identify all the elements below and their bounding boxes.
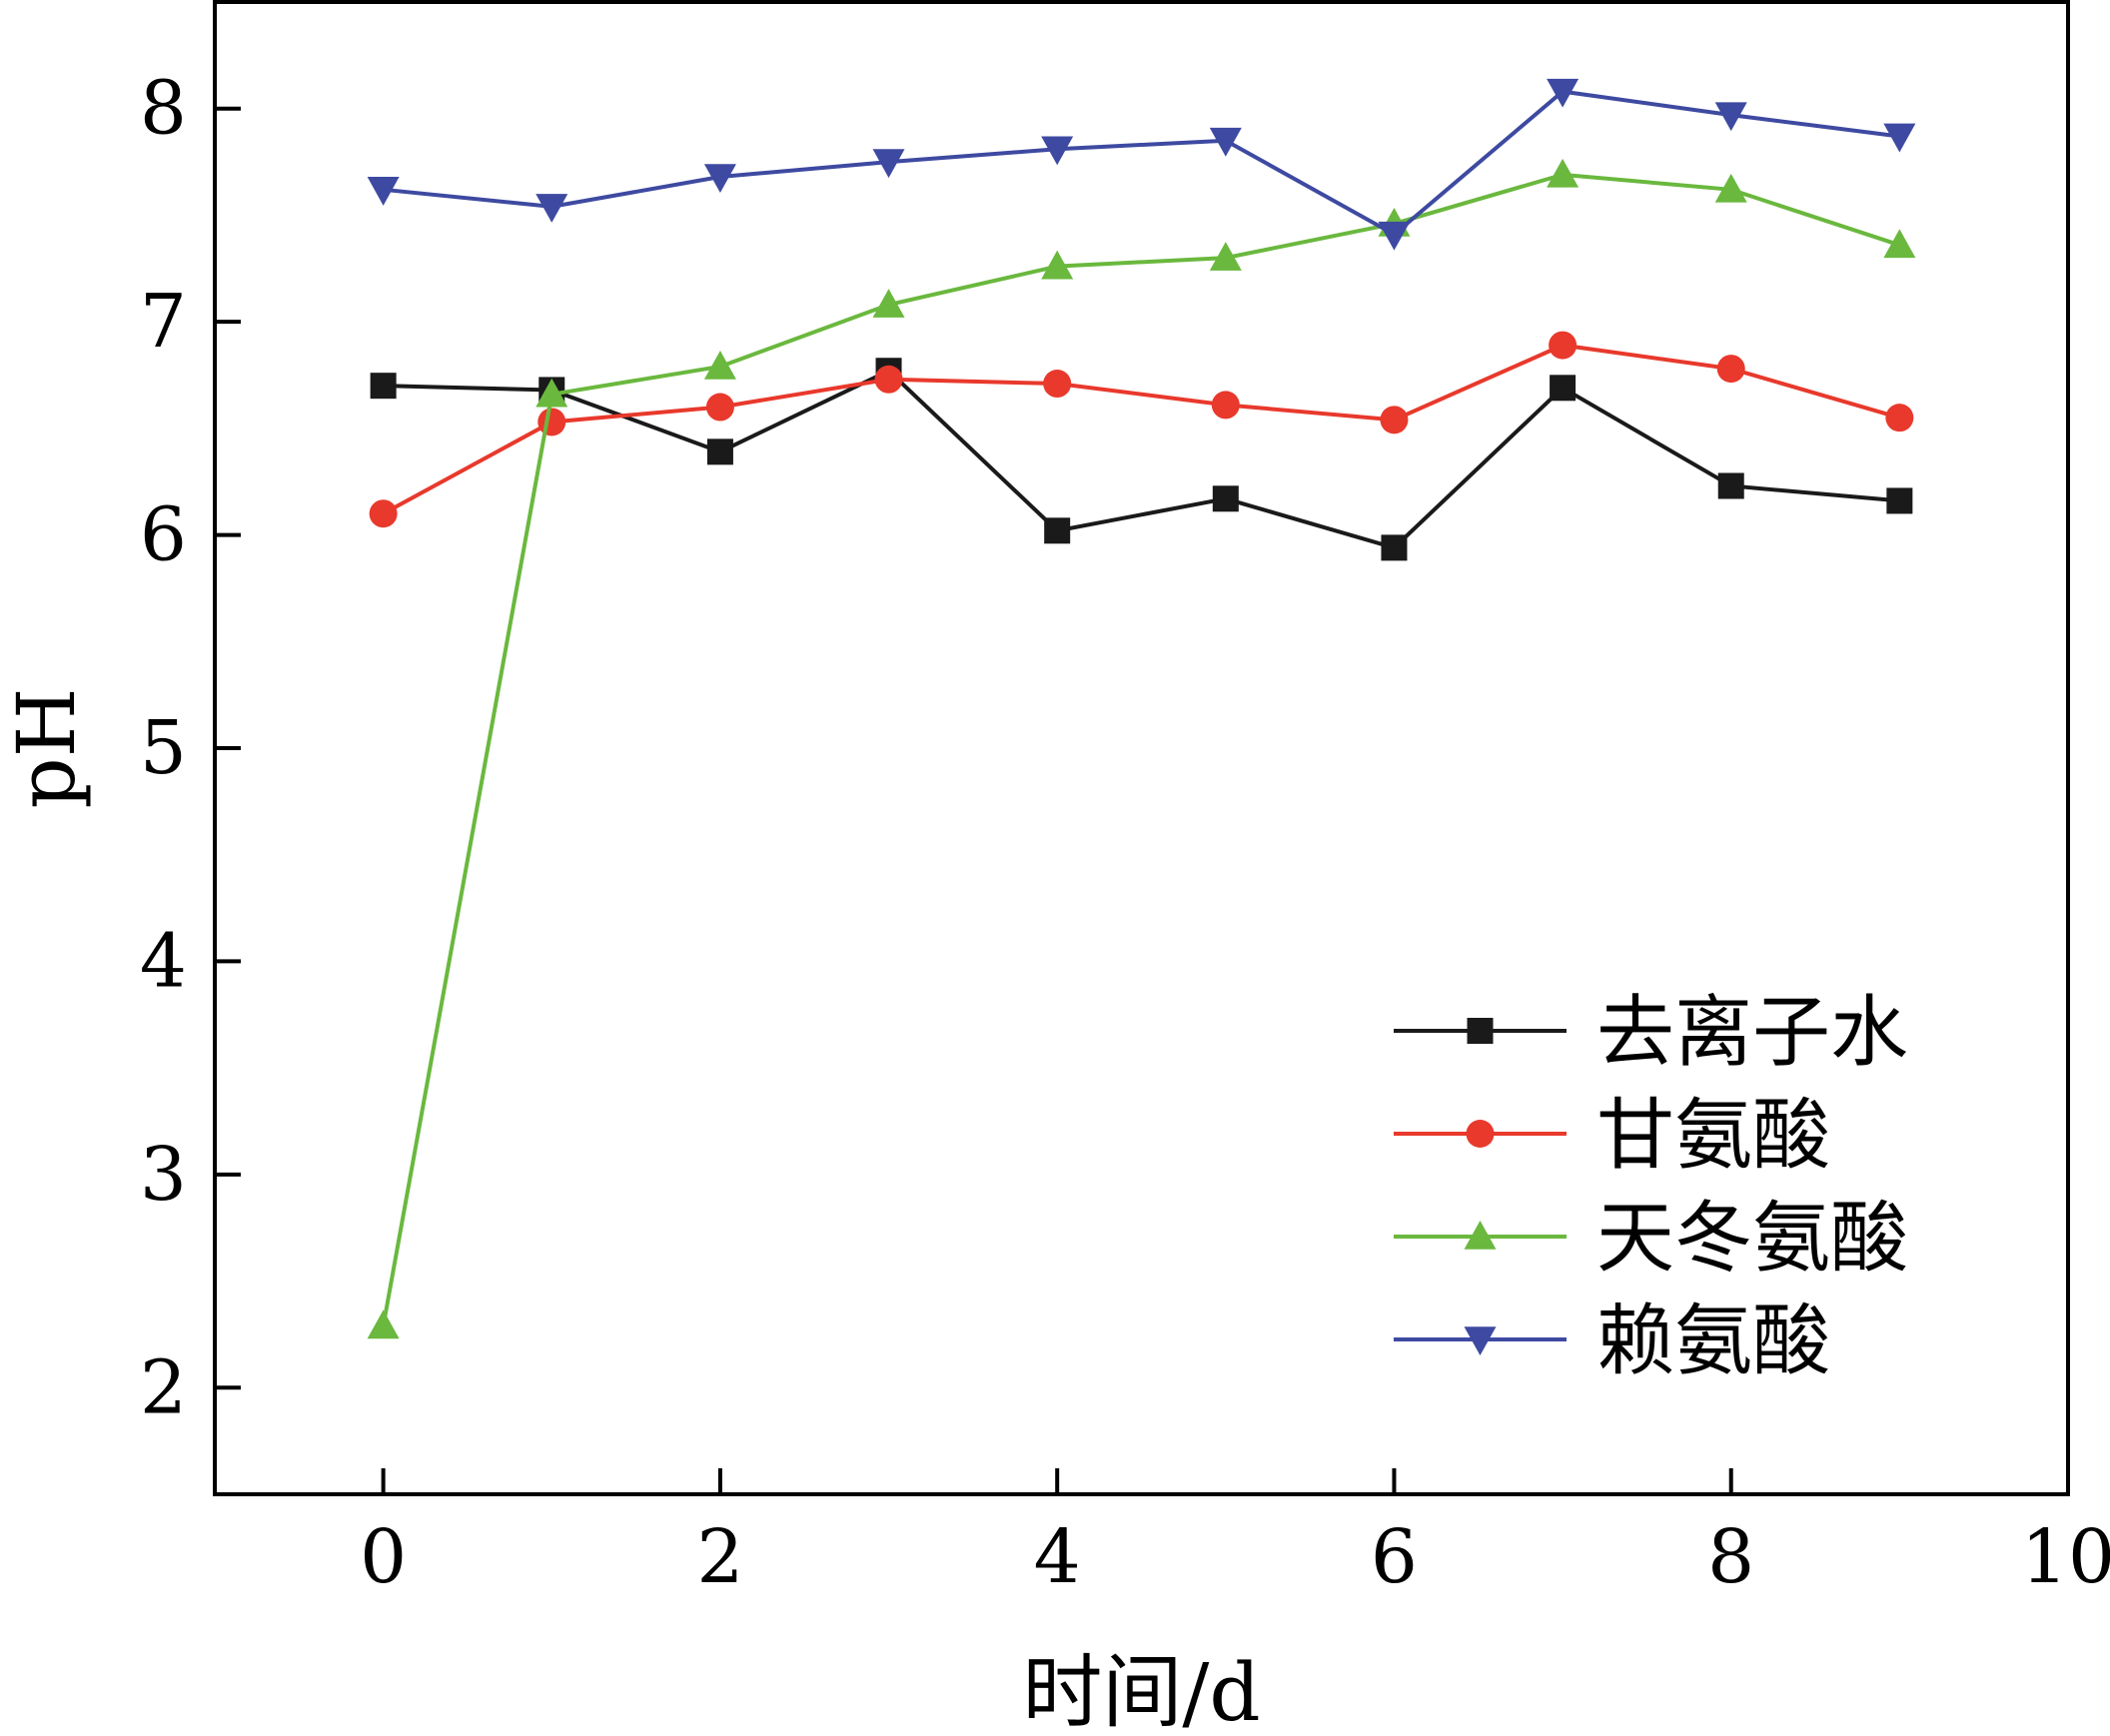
x-tick-label: 0 — [360, 1514, 407, 1600]
data-point — [874, 365, 903, 394]
data-point — [1549, 331, 1578, 360]
data-point — [1547, 158, 1580, 188]
data-point — [1717, 472, 1744, 499]
data-point — [1212, 485, 1239, 512]
data-point — [370, 373, 397, 400]
series-line — [382, 343, 1900, 515]
series-1 — [370, 358, 1913, 561]
x-tick-label: 2 — [696, 1514, 743, 1600]
x-tick-label: 8 — [1707, 1514, 1754, 1600]
legend-marker — [1466, 1120, 1495, 1148]
x-tick-label: 6 — [1371, 1514, 1418, 1600]
data-point — [1209, 127, 1242, 157]
data-point — [1209, 242, 1242, 271]
data-point — [369, 499, 398, 528]
data-point — [535, 378, 568, 408]
data-point — [872, 289, 905, 318]
data-point — [1883, 229, 1916, 259]
data-point — [1041, 136, 1074, 166]
legend-item: 甘氨酸 — [1394, 1091, 1830, 1181]
x-axis-label: 时间/d — [1022, 1646, 1260, 1736]
legend-marker — [1467, 1018, 1494, 1044]
data-point — [1381, 534, 1408, 561]
series-layer — [367, 78, 1916, 1339]
data-point — [1550, 375, 1577, 402]
legend-label: 赖氨酸 — [1596, 1297, 1830, 1386]
series-2 — [369, 331, 1914, 528]
data-point — [367, 1309, 400, 1339]
x-tick-label: 10 — [2021, 1514, 2110, 1600]
y-tick-label: 3 — [140, 1132, 187, 1218]
series-line — [381, 172, 1900, 1326]
series-line — [383, 368, 1900, 550]
data-point — [1043, 370, 1072, 399]
y-tick-label: 5 — [140, 705, 187, 791]
data-point — [1041, 250, 1074, 280]
data-point — [1885, 404, 1914, 433]
y-tick-label: 8 — [140, 66, 187, 152]
y-tick-label: 6 — [140, 492, 187, 578]
legend-marker — [1464, 1221, 1497, 1250]
legend-marker — [1464, 1326, 1497, 1355]
data-point — [1547, 78, 1580, 108]
data-point — [706, 438, 733, 465]
data-point — [705, 393, 734, 422]
legend-label: 去离子水 — [1596, 988, 1908, 1078]
data-point — [703, 164, 736, 194]
data-point — [872, 149, 905, 179]
series-line — [383, 89, 1900, 238]
data-point — [1378, 221, 1411, 251]
data-point — [1886, 487, 1913, 514]
data-point — [703, 350, 736, 380]
data-point — [367, 177, 400, 206]
y-tick-label: 2 — [140, 1344, 187, 1430]
data-point — [1714, 173, 1747, 203]
data-point — [1883, 123, 1916, 153]
series-4 — [367, 78, 1916, 251]
y-axis-label: pH — [0, 688, 93, 809]
y-tick-label: 7 — [140, 279, 187, 365]
data-point — [1714, 102, 1747, 132]
data-point — [535, 194, 568, 223]
data-point — [537, 408, 566, 436]
legend-label: 甘氨酸 — [1596, 1091, 1830, 1181]
x-tick-label: 4 — [1034, 1514, 1081, 1600]
data-point — [1716, 355, 1745, 384]
legend-item: 去离子水 — [1394, 988, 1908, 1078]
legend-item: 赖氨酸 — [1394, 1297, 1830, 1386]
axes-layer: 0 2 4 6 8 10 2 3 4 5 6 7 8 — [140, 0, 2110, 1600]
data-point — [1380, 406, 1409, 434]
data-point — [1211, 391, 1240, 420]
y-tick-label: 4 — [140, 918, 187, 1004]
legend-item: 天冬氨酸 — [1394, 1194, 1908, 1284]
data-point — [1044, 517, 1071, 544]
legend-label: 天冬氨酸 — [1596, 1194, 1908, 1284]
